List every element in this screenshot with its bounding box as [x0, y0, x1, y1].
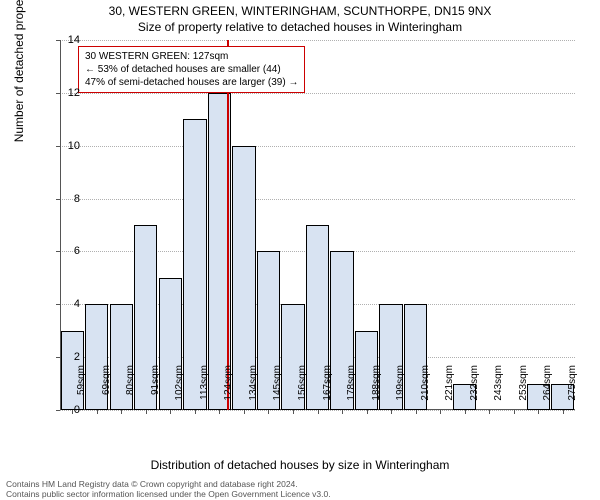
- x-tick-label: 232sqm: [469, 365, 480, 415]
- footer-line2: Contains public sector information licen…: [6, 489, 331, 499]
- x-tick-label: 275sqm: [567, 365, 578, 415]
- x-tick-mark: [367, 410, 368, 414]
- y-tick-label: 10: [60, 140, 80, 152]
- x-tick-label: 134sqm: [248, 365, 259, 415]
- x-tick-mark: [514, 410, 515, 414]
- x-tick-label: 156sqm: [297, 365, 308, 415]
- x-tick-label: 178sqm: [346, 365, 357, 415]
- x-tick-mark: [219, 410, 220, 414]
- x-tick-mark: [170, 410, 171, 414]
- x-tick-label: 188sqm: [371, 365, 382, 415]
- info-box-line3: 47% of semi-detached houses are larger (…: [85, 76, 298, 89]
- x-tick-label: 69sqm: [101, 365, 112, 415]
- x-tick-mark: [342, 410, 343, 414]
- info-box-line2: ← 53% of detached houses are smaller (44…: [85, 63, 298, 76]
- x-tick-mark: [293, 410, 294, 414]
- x-tick-label: 221sqm: [444, 365, 455, 415]
- x-tick-label: 80sqm: [125, 365, 136, 415]
- x-tick-mark: [244, 410, 245, 414]
- footer-line1: Contains HM Land Registry data © Crown c…: [6, 479, 331, 489]
- chart-title-sub: Size of property relative to detached ho…: [0, 20, 600, 34]
- x-tick-label: 102sqm: [174, 365, 185, 415]
- plot-area: 30 WESTERN GREEN: 127sqm ← 53% of detach…: [60, 40, 575, 410]
- x-tick-mark: [195, 410, 196, 414]
- x-tick-label: 199sqm: [395, 365, 406, 415]
- x-tick-mark: [538, 410, 539, 414]
- x-tick-label: 113sqm: [199, 365, 210, 415]
- x-tick-label: 59sqm: [76, 365, 87, 415]
- x-tick-mark: [440, 410, 441, 414]
- x-tick-mark: [318, 410, 319, 414]
- y-tick-label: 14: [60, 34, 80, 46]
- chart-title-main: 30, WESTERN GREEN, WINTERINGHAM, SCUNTHO…: [0, 4, 600, 18]
- chart-container: 30, WESTERN GREEN, WINTERINGHAM, SCUNTHO…: [0, 0, 600, 500]
- x-tick-mark: [391, 410, 392, 414]
- y-axis-label: Number of detached properties: [12, 0, 26, 142]
- x-tick-label: 145sqm: [272, 365, 283, 415]
- x-tick-mark: [563, 410, 564, 414]
- x-tick-label: 264sqm: [542, 365, 553, 415]
- x-tick-mark: [416, 410, 417, 414]
- x-tick-mark: [146, 410, 147, 414]
- x-tick-label: 243sqm: [493, 365, 504, 415]
- x-tick-mark: [121, 410, 122, 414]
- info-box-line1: 30 WESTERN GREEN: 127sqm: [85, 50, 298, 63]
- y-tick-label: 2: [60, 351, 80, 363]
- y-tick-label: 6: [60, 245, 80, 257]
- x-tick-mark: [465, 410, 466, 414]
- x-axis-label: Distribution of detached houses by size …: [0, 458, 600, 472]
- x-tick-mark: [97, 410, 98, 414]
- y-tick-label: 4: [60, 298, 80, 310]
- x-tick-label: 253sqm: [518, 365, 529, 415]
- x-tick-mark: [489, 410, 490, 414]
- marker-line: [227, 40, 229, 410]
- y-tick-label: 8: [60, 193, 80, 205]
- x-tick-label: 124sqm: [223, 365, 234, 415]
- footer-attribution: Contains HM Land Registry data © Crown c…: [6, 479, 331, 499]
- info-box: 30 WESTERN GREEN: 127sqm ← 53% of detach…: [78, 46, 305, 93]
- y-tick-label: 12: [60, 87, 80, 99]
- x-tick-label: 210sqm: [420, 365, 431, 415]
- x-tick-mark: [268, 410, 269, 414]
- x-tick-label: 91sqm: [150, 365, 161, 415]
- x-tick-label: 167sqm: [322, 365, 333, 415]
- bars-group: [60, 40, 575, 410]
